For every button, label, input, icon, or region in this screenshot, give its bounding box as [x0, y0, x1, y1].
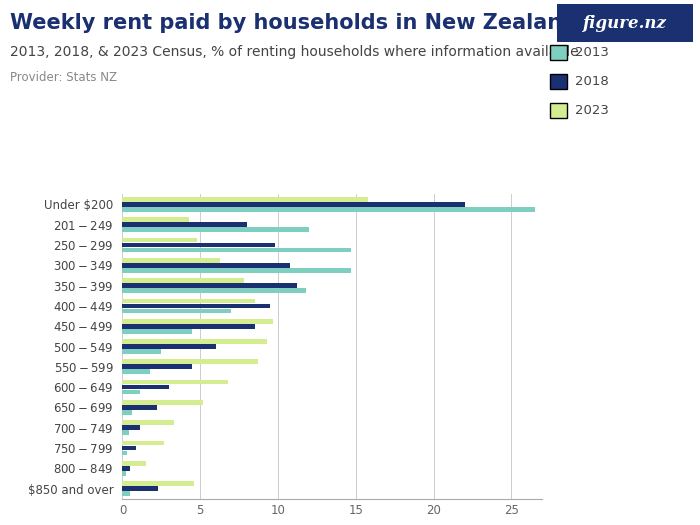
Bar	[122, 263, 290, 268]
Bar	[122, 425, 139, 430]
Bar	[122, 471, 125, 476]
Text: 2013: 2013	[575, 46, 609, 59]
Bar	[122, 238, 197, 243]
Bar	[122, 440, 164, 445]
Bar	[122, 299, 255, 303]
Bar	[122, 223, 247, 227]
Bar	[122, 390, 139, 394]
Bar	[122, 446, 136, 450]
Bar	[122, 466, 130, 470]
Text: figure.nz: figure.nz	[582, 15, 666, 32]
Bar	[122, 258, 220, 262]
Bar	[122, 207, 535, 212]
Bar	[122, 268, 351, 272]
Bar	[122, 202, 465, 207]
Text: Weekly rent paid by households in New Zealand: Weekly rent paid by households in New Ze…	[10, 13, 578, 33]
Bar	[122, 319, 274, 323]
Bar	[122, 278, 244, 283]
Bar	[122, 405, 157, 410]
Bar	[122, 370, 150, 374]
Bar	[122, 450, 127, 455]
Bar	[122, 197, 368, 202]
Bar	[122, 385, 169, 390]
Bar	[122, 421, 174, 425]
Bar	[122, 344, 216, 349]
Bar	[122, 410, 132, 415]
Bar	[122, 380, 228, 384]
Bar	[122, 364, 192, 369]
Bar	[122, 324, 255, 329]
Text: 2023: 2023	[575, 104, 609, 117]
Bar	[122, 309, 232, 313]
Bar	[122, 217, 190, 222]
Bar	[122, 329, 192, 333]
Bar	[122, 284, 297, 288]
Bar	[122, 481, 194, 486]
Bar	[122, 349, 162, 354]
Text: Provider: Stats NZ: Provider: Stats NZ	[10, 71, 118, 84]
Bar	[122, 430, 129, 435]
Bar	[122, 461, 146, 466]
Bar	[122, 303, 270, 308]
Text: 2018: 2018	[575, 75, 609, 88]
Bar	[122, 339, 267, 344]
Bar	[122, 491, 130, 496]
Bar	[122, 243, 275, 247]
Text: 2013, 2018, & 2023 Census, % of renting households where information available: 2013, 2018, & 2023 Census, % of renting …	[10, 45, 579, 59]
Bar	[122, 248, 351, 253]
Bar	[122, 227, 309, 232]
Bar	[122, 400, 204, 405]
Bar	[122, 360, 258, 364]
Bar	[122, 486, 158, 491]
Bar	[122, 288, 306, 293]
